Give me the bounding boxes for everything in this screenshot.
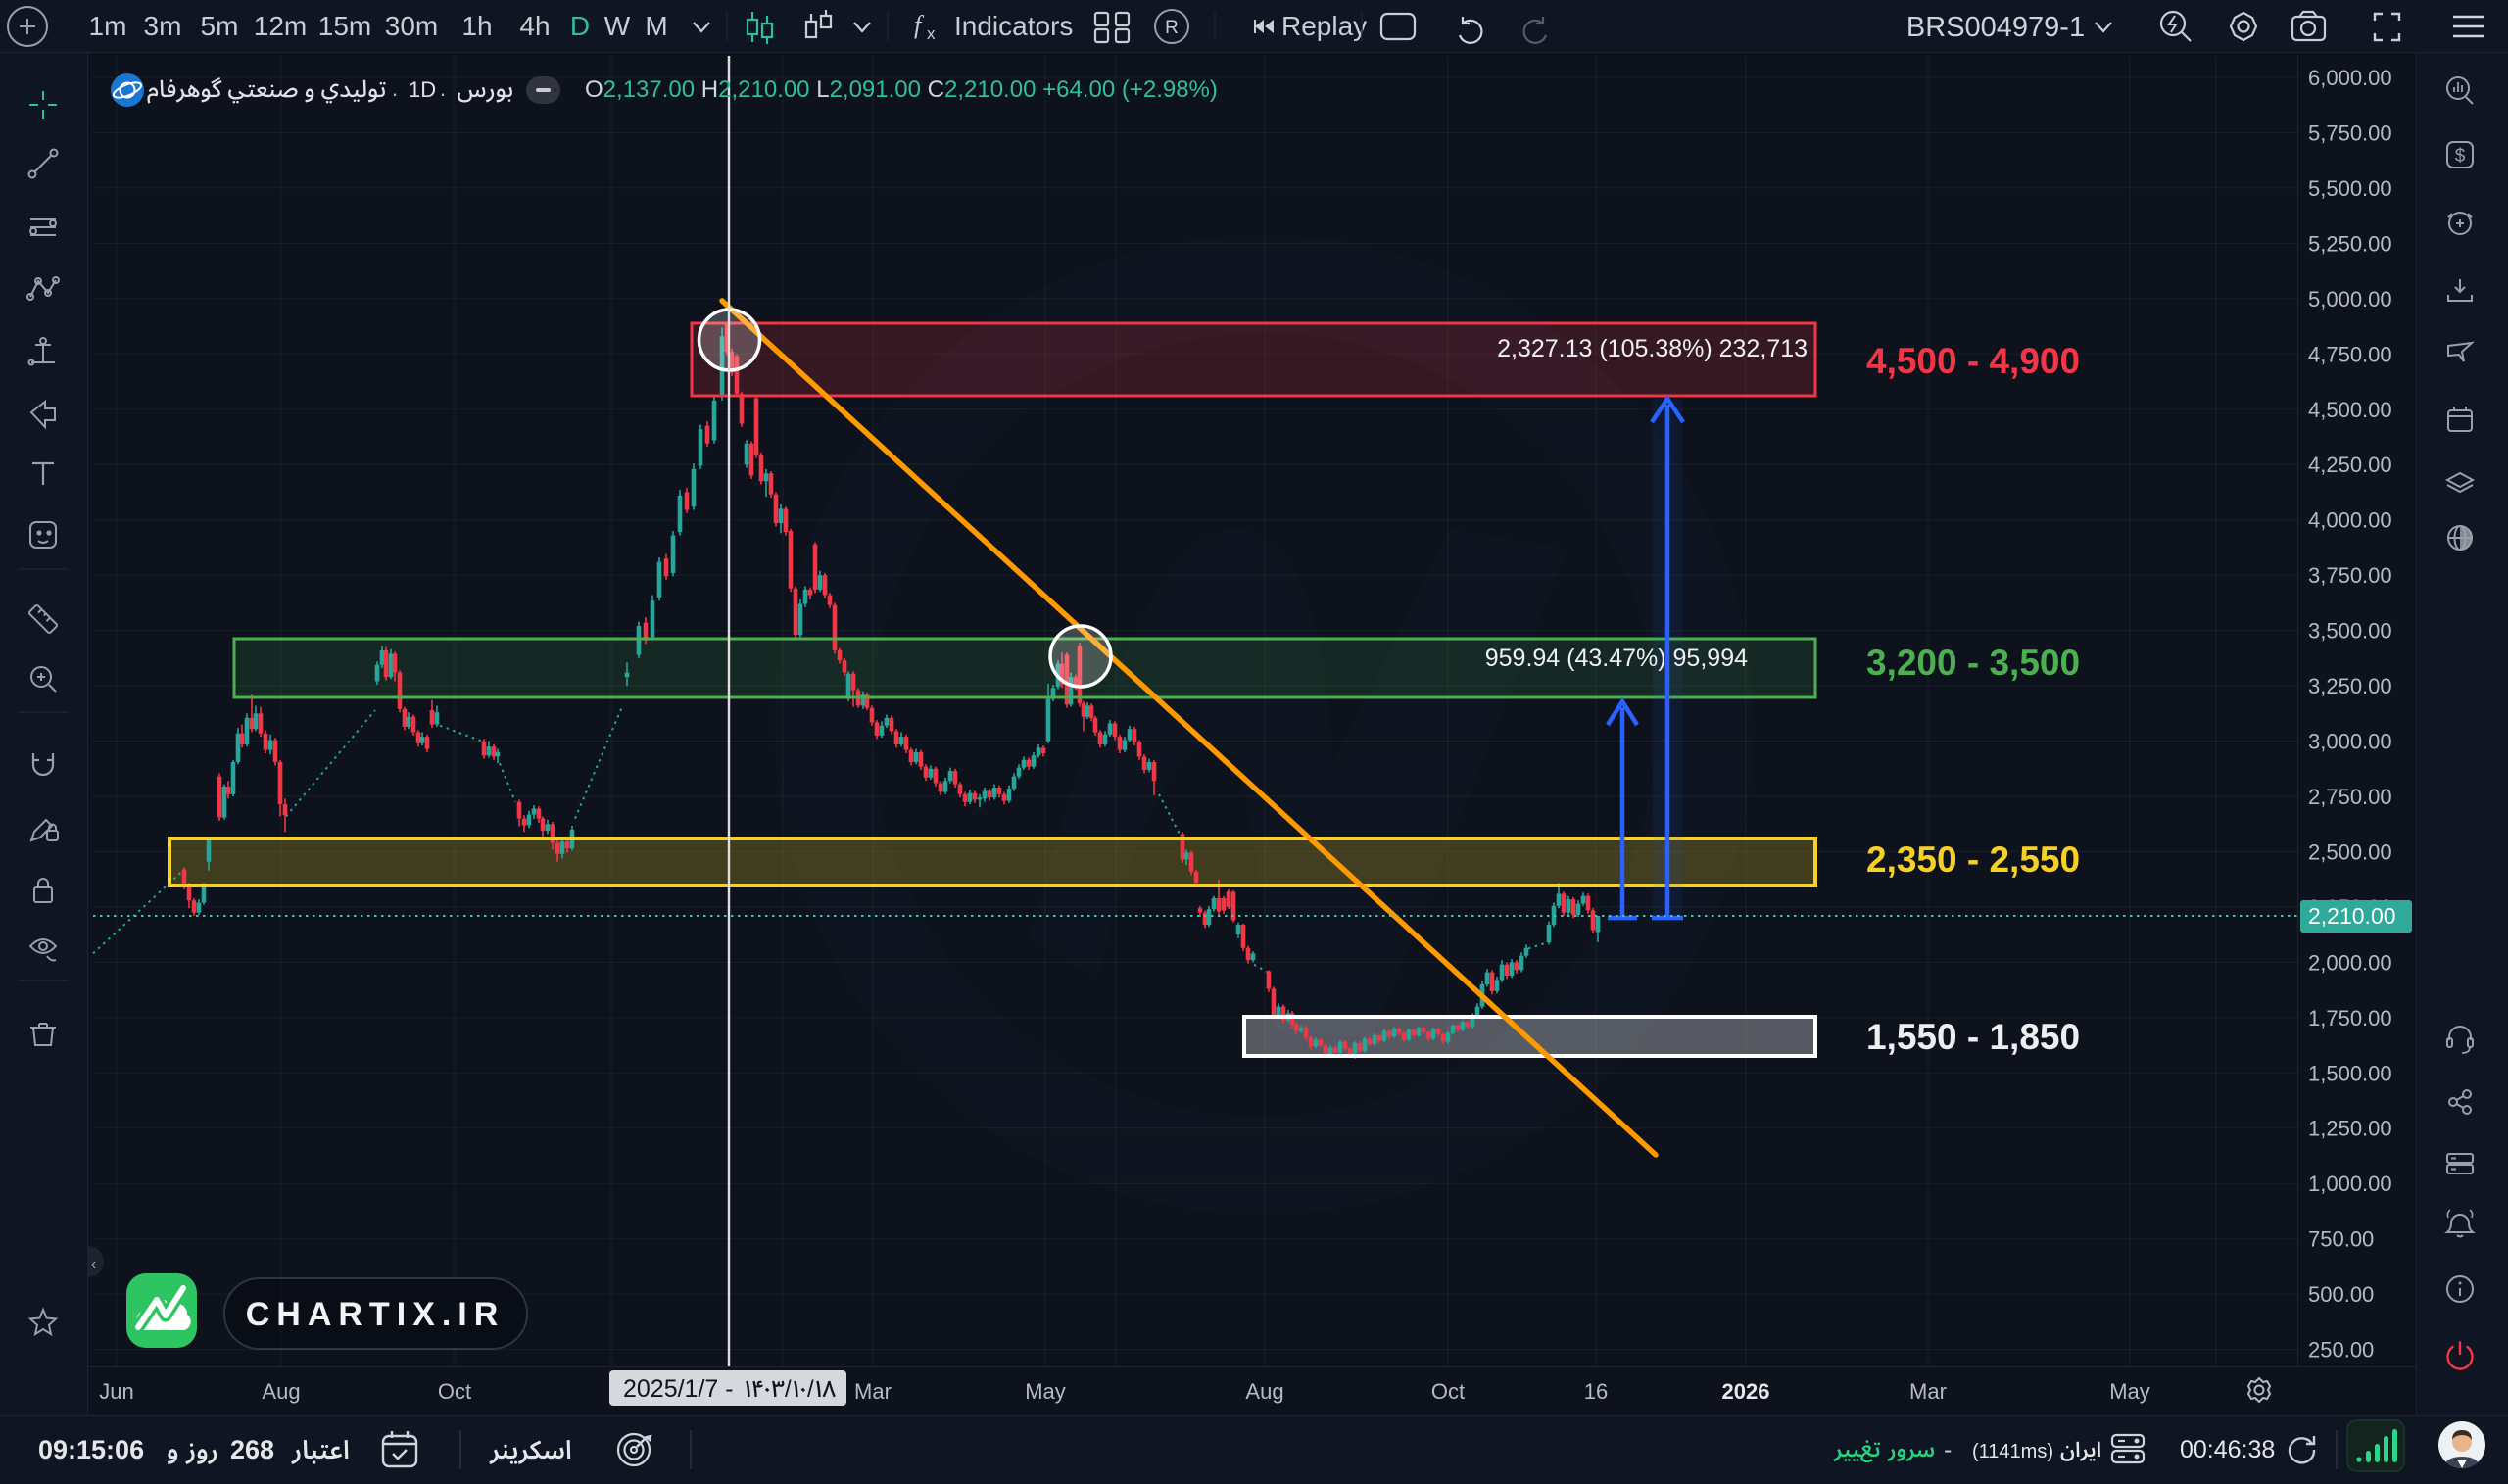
- svg-text:1,000.00: 1,000.00: [2308, 1172, 2392, 1196]
- svg-text:2,350 - 2,550: 2,350 - 2,550: [1866, 839, 2080, 880]
- svg-text:4,250.00: 4,250.00: [2308, 453, 2392, 477]
- svg-text:May: May: [2109, 1379, 2150, 1404]
- svg-text:2,210.00: 2,210.00: [2308, 903, 2396, 929]
- svg-text:.: .: [440, 76, 446, 101]
- svg-text:2,000.00: 2,000.00: [2308, 950, 2392, 975]
- svg-text:3,500.00: 3,500.00: [2308, 619, 2392, 644]
- svg-text:R: R: [1165, 18, 1179, 38]
- svg-text:/: /: [807, 1376, 814, 1403]
- svg-text:4,500.00: 4,500.00: [2308, 398, 2392, 422]
- svg-text:O2,137.00 H2,210.00 L2,091.0: O2,137.00 H2,210.00 L2,091.00 C2,210.00 …: [585, 76, 1218, 103]
- svg-text:5,000.00: 5,000.00: [2308, 287, 2392, 311]
- svg-text:2025/1/7 -: 2025/1/7 -: [623, 1375, 734, 1403]
- svg-text:12m: 12m: [254, 11, 307, 41]
- svg-text:268: 268: [230, 1435, 274, 1464]
- svg-text:Replay: Replay: [1281, 11, 1367, 41]
- svg-text:Aug: Aug: [1245, 1379, 1283, 1404]
- svg-text:1D: 1D: [409, 77, 436, 102]
- svg-text:4,750.00: 4,750.00: [2308, 342, 2392, 366]
- svg-text:5,250.00: 5,250.00: [2308, 231, 2392, 256]
- svg-text:-: -: [1944, 1436, 1952, 1463]
- svg-text:(1141ms): (1141ms): [1972, 1441, 2053, 1462]
- svg-text:Jun: Jun: [99, 1379, 133, 1404]
- svg-text:1,250.00: 1,250.00: [2308, 1117, 2392, 1141]
- svg-text:Mar: Mar: [854, 1379, 892, 1404]
- svg-text:3,250.00: 3,250.00: [2308, 674, 2392, 698]
- svg-text:Oct: Oct: [438, 1379, 471, 1404]
- svg-text:3,200 - 3,500: 3,200 - 3,500: [1866, 643, 2080, 683]
- svg-text:x: x: [927, 24, 936, 43]
- svg-text:959.94 (43.47%) 95,994: 959.94 (43.47%) 95,994: [1485, 645, 1748, 672]
- svg-text:16: 16: [1584, 1379, 1608, 1404]
- svg-text:Aug: Aug: [262, 1379, 300, 1404]
- svg-text:f: f: [914, 11, 925, 39]
- svg-text:‹: ‹: [91, 1256, 96, 1272]
- svg-text:3,000.00: 3,000.00: [2308, 730, 2392, 754]
- svg-text:500.00: 500.00: [2308, 1282, 2374, 1307]
- svg-text:4,000.00: 4,000.00: [2308, 508, 2392, 533]
- svg-text:/: /: [785, 1376, 792, 1403]
- svg-text:Mar: Mar: [1909, 1379, 1947, 1404]
- svg-text:5m: 5m: [201, 11, 239, 41]
- svg-text:1h: 1h: [461, 11, 492, 41]
- svg-text:5,500.00: 5,500.00: [2308, 176, 2392, 201]
- svg-text:4h: 4h: [519, 11, 550, 41]
- svg-text:5,750.00: 5,750.00: [2308, 121, 2392, 146]
- svg-text:3m: 3m: [144, 11, 182, 41]
- svg-text:.: .: [392, 76, 398, 101]
- svg-text:00:46:38: 00:46:38: [2180, 1436, 2275, 1463]
- svg-text:30m: 30m: [385, 11, 438, 41]
- svg-text:May: May: [1025, 1379, 1066, 1404]
- svg-text:D: D: [570, 11, 590, 41]
- svg-text:2,500.00: 2,500.00: [2308, 839, 2392, 864]
- svg-text:4,500 - 4,900: 4,500 - 4,900: [1866, 341, 2080, 381]
- svg-text:750.00: 750.00: [2308, 1227, 2374, 1252]
- svg-text:6,000.00: 6,000.00: [2308, 66, 2392, 90]
- svg-text:$: $: [2455, 146, 2466, 167]
- svg-text:3,750.00: 3,750.00: [2308, 563, 2392, 588]
- svg-text:2,327.13 (105.38%) 232,713: 2,327.13 (105.38%) 232,713: [1497, 335, 1808, 362]
- svg-text:2026: 2026: [1722, 1379, 1770, 1404]
- svg-text:Indicators: Indicators: [954, 11, 1073, 41]
- svg-text:M: M: [645, 11, 667, 41]
- svg-text:CHARTIX.IR: CHARTIX.IR: [246, 1296, 506, 1333]
- svg-text:1m: 1m: [89, 11, 127, 41]
- svg-text:250.00: 250.00: [2308, 1338, 2374, 1363]
- svg-text:1,550 - 1,850: 1,550 - 1,850: [1866, 1017, 2080, 1057]
- svg-text:2,750.00: 2,750.00: [2308, 785, 2392, 809]
- svg-text:W: W: [604, 11, 631, 41]
- svg-text:Oct: Oct: [1431, 1379, 1465, 1404]
- svg-text:09:15:06: 09:15:06: [38, 1435, 144, 1464]
- svg-text:BRS004979-1: BRS004979-1: [1906, 12, 2085, 43]
- svg-text:1,500.00: 1,500.00: [2308, 1061, 2392, 1085]
- svg-text:1,750.00: 1,750.00: [2308, 1006, 2392, 1030]
- svg-text:15m: 15m: [318, 11, 371, 41]
